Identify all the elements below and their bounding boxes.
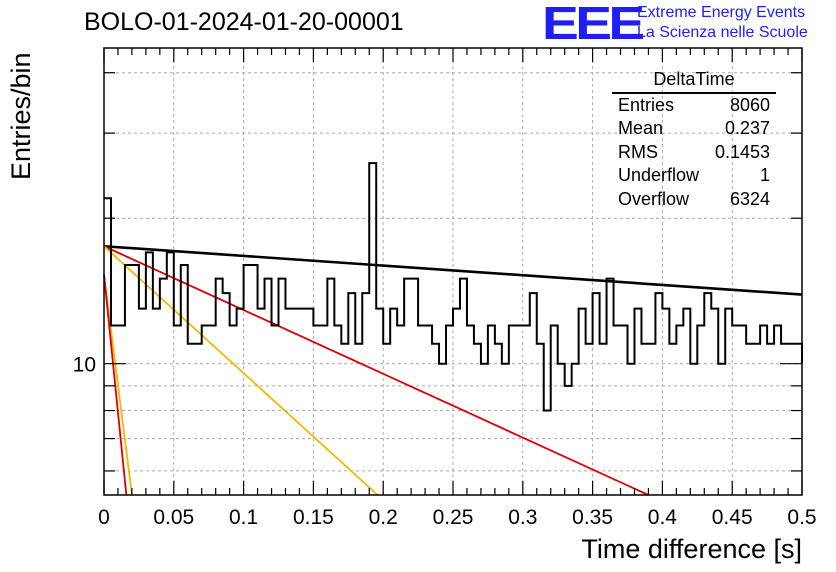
fit-curve	[103, 245, 379, 496]
histogram	[104, 162, 803, 412]
stats-box-title: DeltaTime	[612, 68, 776, 94]
y-axis-label: Entries/bin	[6, 52, 36, 180]
stats-row: Mean 0.237	[612, 117, 776, 141]
x-tick-label: 0.1	[229, 506, 258, 529]
x-tick-label: 0.4	[648, 506, 678, 529]
logo-line-2: La Scienza nelle Scuole	[637, 24, 808, 41]
stats-box: DeltaTime Entries 8060 Mean 0.237 RMS 0.145…	[612, 68, 776, 211]
histogram-line	[104, 162, 803, 412]
stats-row: Overflow 6324	[612, 188, 776, 212]
stats-label: Overflow	[618, 188, 690, 209]
grid-lines	[104, 48, 802, 495]
x-tick-label: 0	[98, 506, 110, 529]
stats-value: 0.1453	[714, 141, 770, 162]
stats-value: 0.237	[724, 118, 770, 138]
logo-caption: Extreme Energy Events La Scienza nelle S…	[637, 3, 808, 43]
stats-label: Underflow	[618, 165, 700, 185]
stats-label: RMS	[618, 141, 658, 162]
x-tick-label: 0.5	[787, 506, 816, 529]
x-tick-label: 0.2	[369, 506, 398, 529]
x-axis-label: Time difference [s]	[581, 534, 802, 564]
y-tick-label: 10	[73, 354, 96, 377]
eee-logo: EEE	[542, 0, 645, 49]
x-tick-label: 0.05	[153, 506, 194, 529]
stats-row: Entries 8060	[612, 94, 776, 118]
stats-value: 8060	[729, 94, 770, 115]
fit-curve	[103, 274, 133, 496]
x-tick-label: 0.35	[572, 506, 613, 529]
fit-curve	[103, 274, 128, 496]
chart-title: BOLO-01-2024-01-20-00001	[84, 8, 404, 36]
fit-curves	[103, 244, 803, 496]
logo-line-1: Extreme Energy Events	[637, 4, 806, 21]
stats-value: 1	[759, 165, 770, 185]
stats-label: Mean	[618, 118, 664, 138]
fit-curve	[103, 245, 649, 496]
stats-row: Underflow 1	[612, 164, 776, 188]
axis-ticks	[103, 48, 803, 495]
tick-labels: 0 0.05 0.1 0.15 0.2 0.25 0.3 0.35 0.4 0.45 0.5 10	[73, 354, 817, 529]
stats-row: RMS 0.1453	[612, 141, 776, 165]
x-tick-label: 0.3	[508, 506, 537, 529]
stats-label: Entries	[618, 94, 675, 115]
fit-curve	[103, 244, 803, 296]
x-tick-label: 0.25	[433, 506, 474, 529]
x-tick-label: 0.15	[293, 506, 334, 529]
stats-value: 6324	[729, 188, 770, 209]
x-tick-label: 0.45	[712, 506, 753, 529]
